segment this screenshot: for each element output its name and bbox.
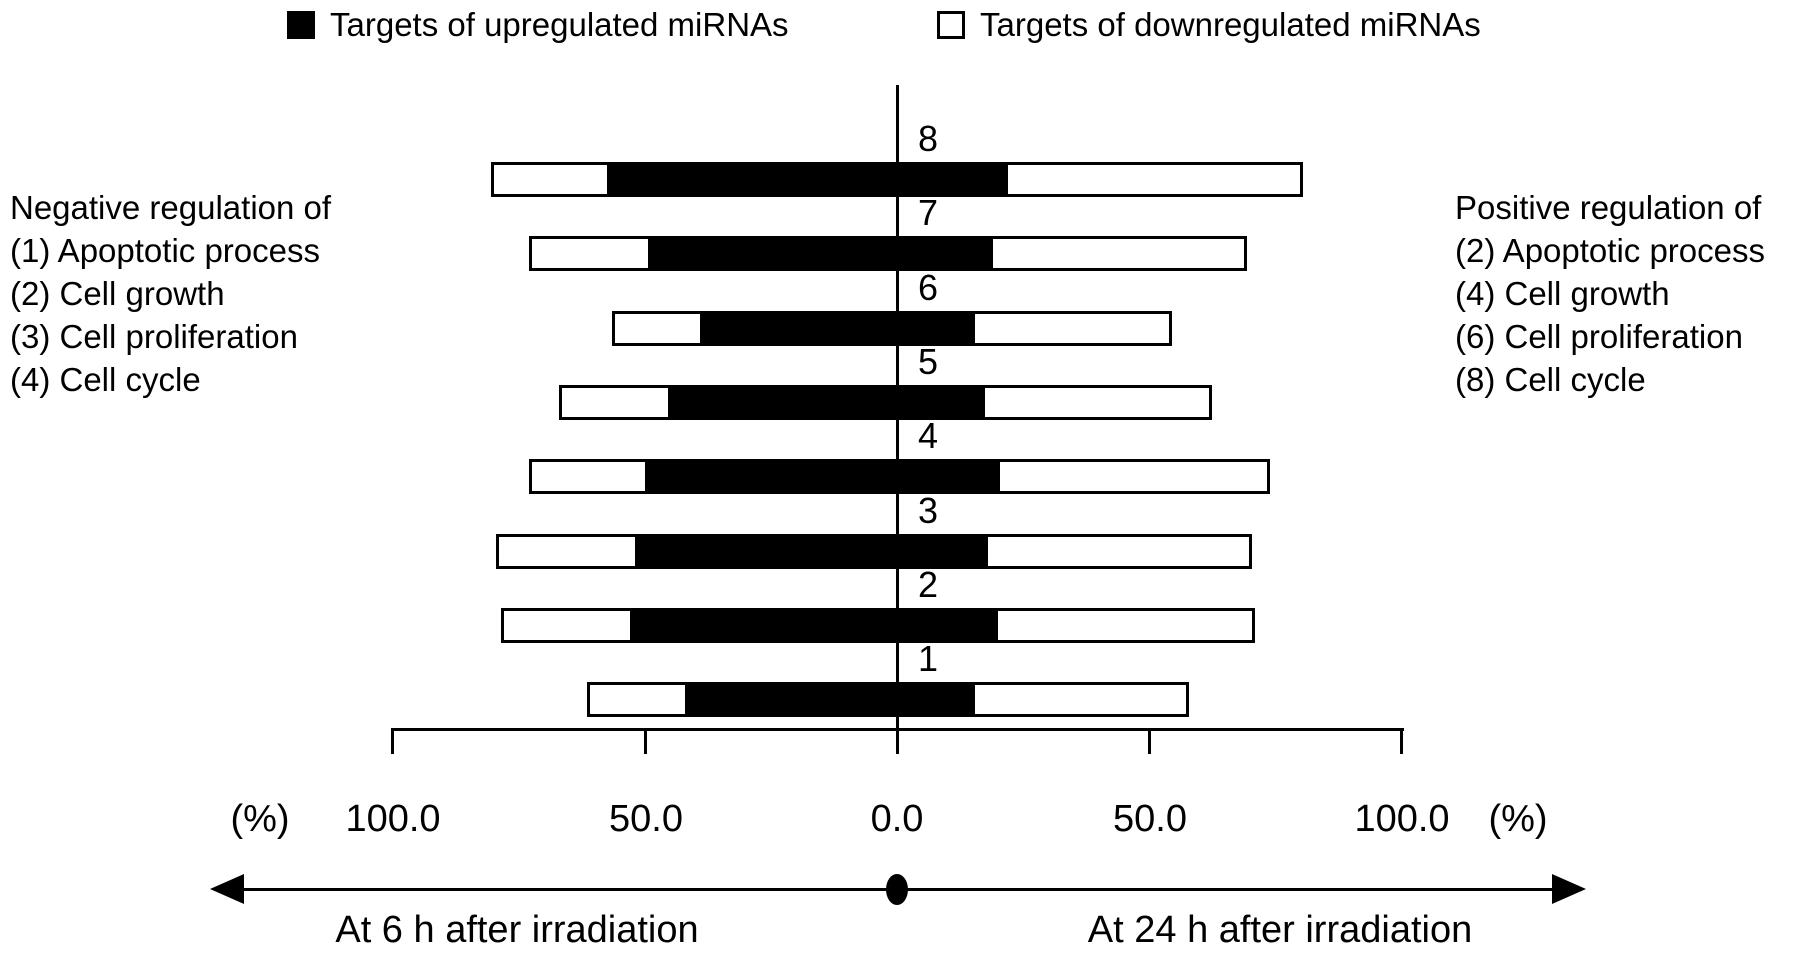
legend-item-upregulated: Targets of upregulated miRNAs [287, 6, 789, 43]
right-annotation-line-3: (6) Cell proliferation [1455, 318, 1743, 355]
tick-label-zero: 0.0 [870, 798, 924, 840]
left-annotation-line-1: (1) Apoptotic process [10, 232, 320, 269]
direction-label-24h: At 24 h after irradiation [1087, 909, 1473, 951]
axis-tick-right-50 [1148, 728, 1151, 754]
right-annotation-title: Positive regulation of [1455, 189, 1762, 226]
axis-tick-right-100 [1400, 728, 1403, 754]
left-annotation-block: Negative regulation of (1) Apoptotic pro… [10, 186, 331, 401]
bar-5-upregulated-segment [667, 385, 986, 420]
arrow-left-icon [210, 874, 244, 904]
bar-1-upregulated-segment [685, 682, 976, 717]
bar-7-number-label: 7 [918, 192, 939, 233]
bar-7-upregulated-segment [647, 236, 993, 271]
tick-label-right-100: 100.0 [1354, 798, 1450, 840]
right-annotation-block: Positive regulation of (2) Apoptotic pro… [1455, 186, 1765, 401]
percent-unit-label-right: (%) [1488, 798, 1548, 840]
bar-8-upregulated-segment [607, 162, 1008, 197]
axis-tick-zero [896, 728, 899, 754]
bar-6-number-label: 6 [918, 267, 939, 308]
bar-4-number-label: 4 [918, 415, 939, 456]
open-square-icon [937, 11, 965, 39]
bar-3-number-label: 3 [918, 490, 939, 531]
right-annotation-line-4: (8) Cell cycle [1455, 361, 1646, 398]
bar-row-8 [491, 162, 1303, 197]
bar-row-6 [612, 311, 1172, 346]
axis-tick-left-100 [391, 728, 394, 754]
tick-label-right-50: 50.0 [1113, 798, 1187, 840]
bar-6-upregulated-segment [700, 311, 976, 346]
bar-row-4 [529, 459, 1270, 494]
tick-label-left-50: 50.0 [609, 798, 683, 840]
bar-row-7 [529, 236, 1248, 271]
left-annotation-line-3: (3) Cell proliferation [10, 318, 298, 355]
bar-row-1 [587, 682, 1190, 717]
bar-row-2 [501, 608, 1255, 643]
percent-unit-label-left: (%) [230, 798, 290, 840]
bar-8-number-label: 8 [918, 118, 939, 159]
legend-downregulated-label: Targets of downregulated miRNAs [980, 6, 1481, 43]
right-annotation-line-1: (2) Apoptotic process [1455, 232, 1765, 269]
bar-2-number-label: 2 [918, 564, 939, 605]
bar-row-5 [559, 385, 1212, 420]
bar-5-number-label: 5 [918, 341, 939, 382]
direction-label-6h: At 6 h after irradiation [335, 909, 699, 951]
legend-item-downregulated: Targets of downregulated miRNAs [937, 6, 1481, 43]
legend-upregulated-label: Targets of upregulated miRNAs [330, 6, 789, 43]
bar-4-upregulated-segment [644, 459, 1001, 494]
left-annotation-title: Negative regulation of [10, 189, 332, 226]
axis-tick-left-50 [644, 728, 647, 754]
tick-label-left-100: 100.0 [345, 798, 441, 840]
right-annotation-line-2: (4) Cell growth [1455, 275, 1670, 312]
arrow-right-icon [1552, 874, 1586, 904]
bar-1-number-label: 1 [918, 638, 939, 679]
left-annotation-line-4: (4) Cell cycle [10, 361, 201, 398]
bar-2-upregulated-segment [629, 608, 998, 643]
bar-row-3 [496, 534, 1253, 569]
bar-3-upregulated-segment [634, 534, 988, 569]
arrow-center-dot-icon [886, 874, 908, 905]
left-annotation-line-2: (2) Cell growth [10, 275, 225, 312]
filled-square-icon [287, 11, 315, 39]
